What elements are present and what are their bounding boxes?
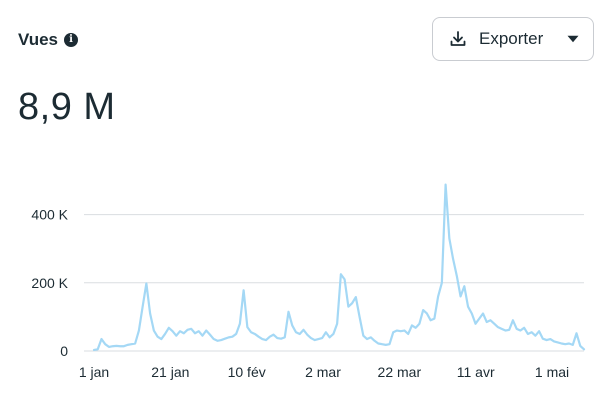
y-tick-label: 0 [60,343,68,359]
x-axis-labels: 1 jan 21 jan 10 fév 2 mar 22 mar 11 avr 1 mai [79,364,569,380]
x-tick-label: 1 jan [79,364,109,380]
y-tick-label: 200 K [31,275,68,291]
x-tick-label: 22 mar [378,364,422,380]
series-layer [92,183,586,352]
download-icon [450,31,466,46]
views-series-line [92,183,586,352]
x-tick-label: 1 mai [535,364,569,380]
x-tick-label: 10 fév [228,364,266,380]
card-header: Vues i [18,30,79,50]
y-axis-labels: 0 200 K 400 K [31,207,68,359]
x-tick-label: 2 mar [305,364,341,380]
y-tick-label: 400 K [31,207,68,223]
x-tick-label: 11 avr [457,364,495,380]
export-label: Exporter [479,29,544,48]
info-icon[interactable]: i [64,33,79,47]
views-chart: 0 200 K 400 K 1 jan 21 jan 10 fév 2 mar 22 mar… [31,183,586,380]
grid-layer [84,214,584,352]
views-total: 8,9 M [18,86,116,128]
caret-down-icon [567,35,579,43]
x-tick-label: 21 jan [151,364,189,380]
export-button[interactable]: Exporter [432,17,594,61]
card-title: Vues [18,30,59,49]
